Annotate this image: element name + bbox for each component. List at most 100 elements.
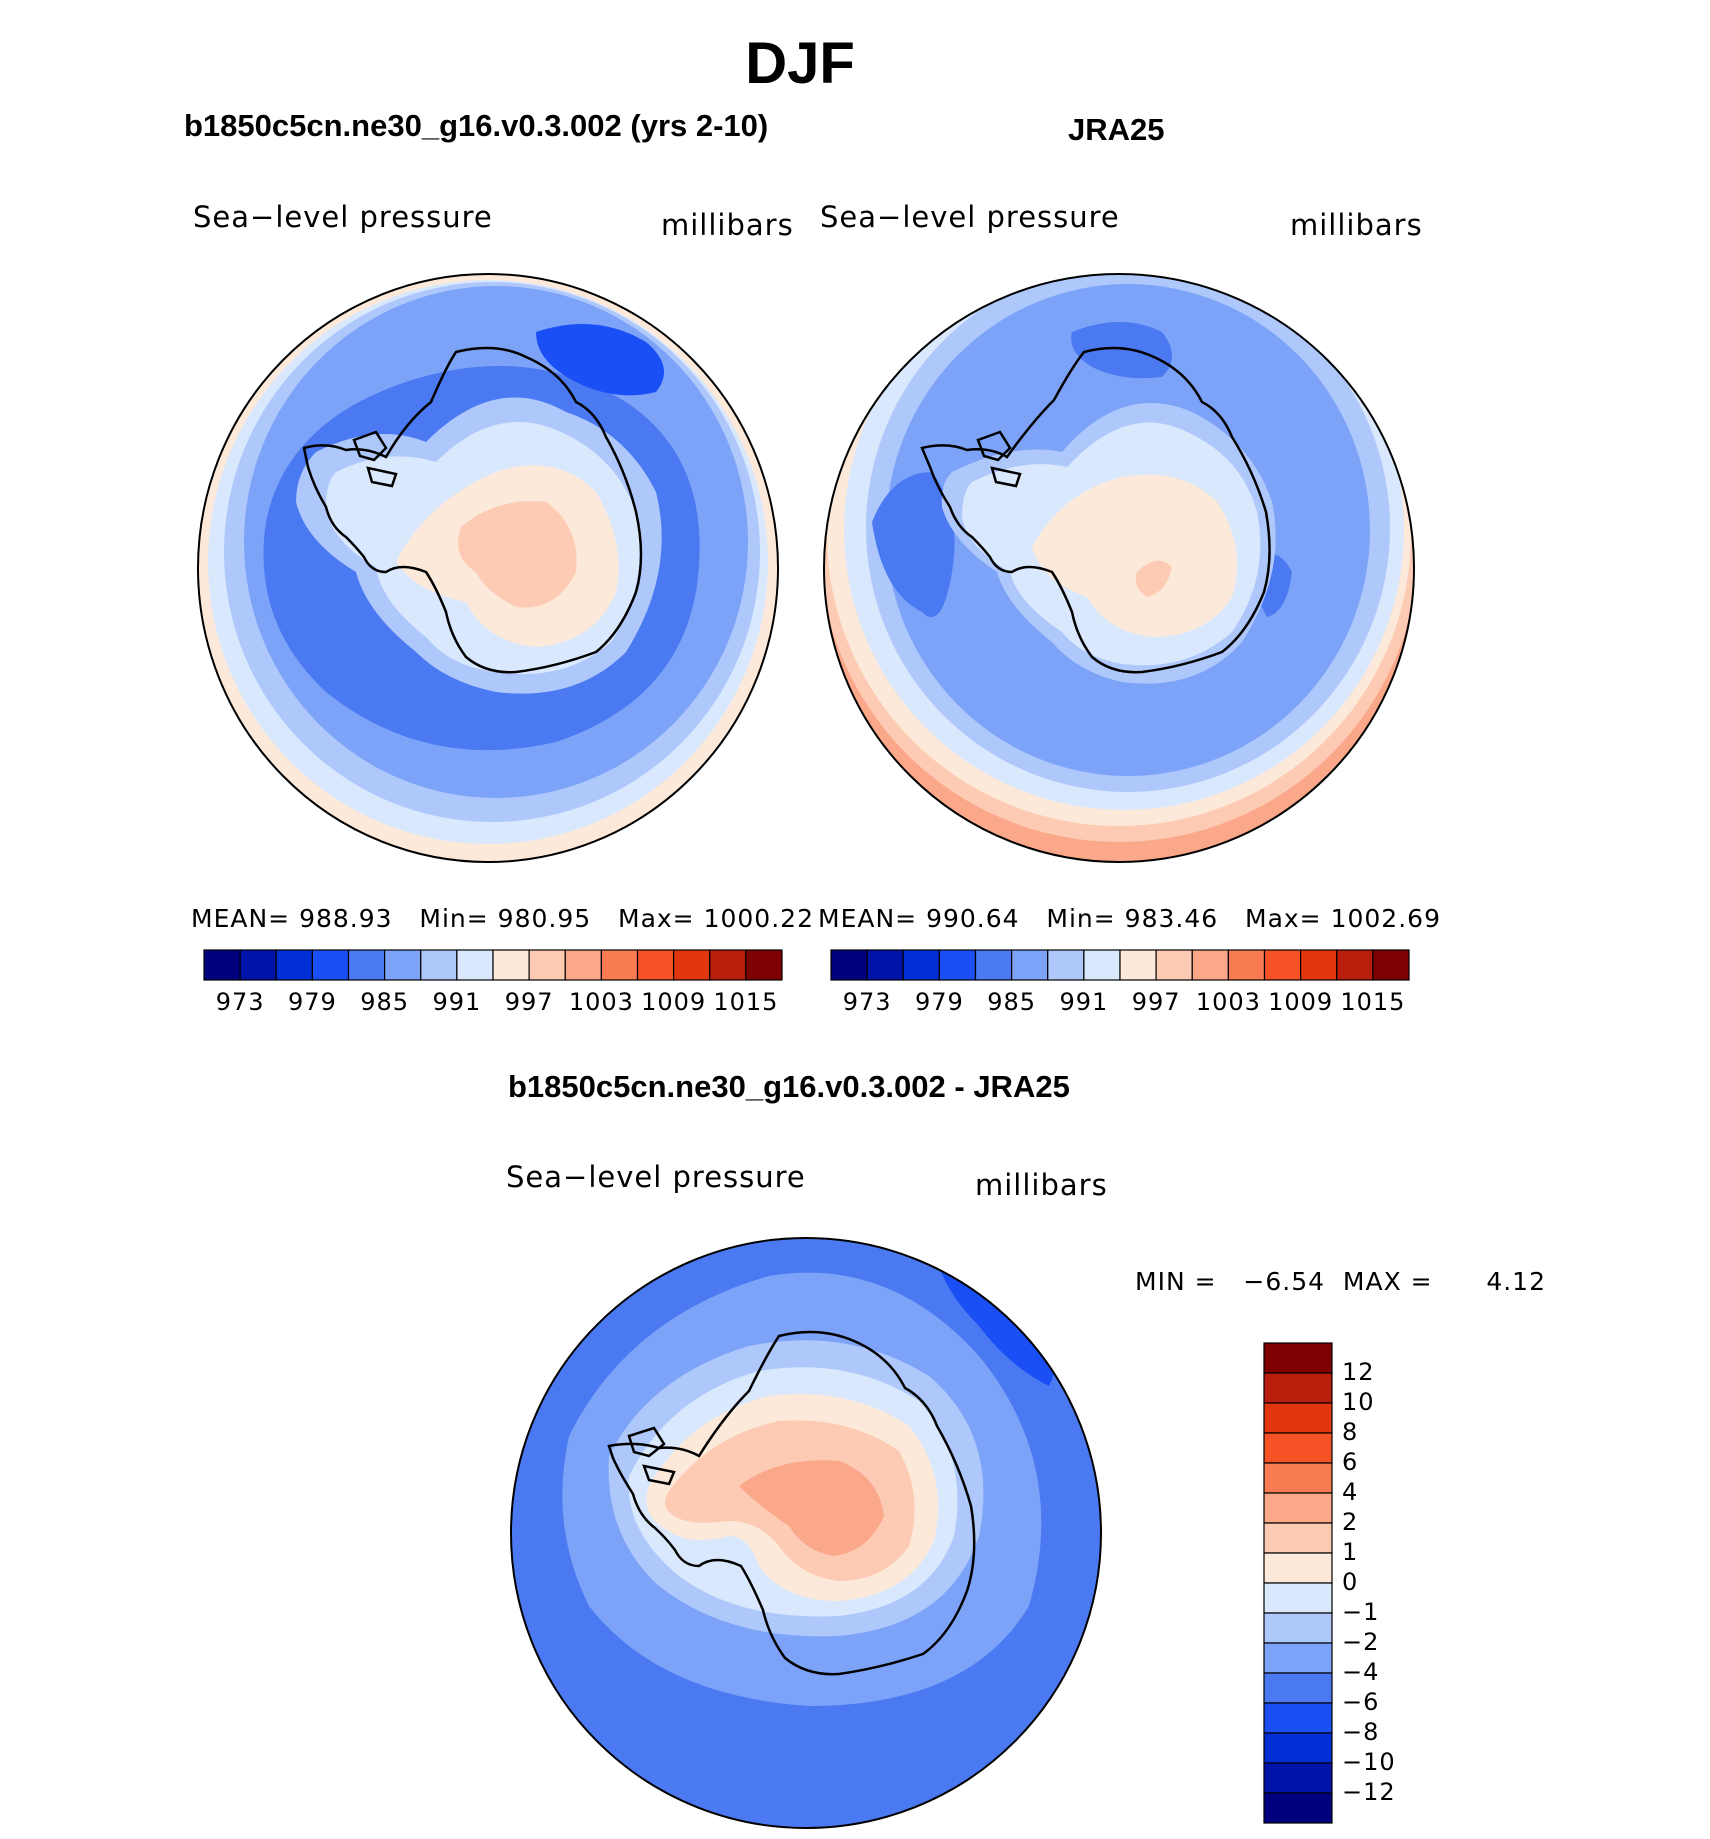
- colorbar-level-label: −12: [1342, 1778, 1396, 1806]
- colorbar-level-label: 10: [1342, 1388, 1375, 1416]
- colorbar-level-label: −6: [1342, 1688, 1380, 1716]
- colorbar-swatch: [1336, 949, 1374, 981]
- colorbar-swatch: [1263, 1612, 1333, 1644]
- colorbar-swatch: [492, 949, 530, 981]
- colorbar-level-label: 1: [1342, 1538, 1359, 1566]
- colorbar-swatch: [1083, 949, 1121, 981]
- colorbar-swatch: [866, 949, 904, 981]
- colorbar-tick-label: 985: [360, 988, 410, 1016]
- units-label-model: millibars: [661, 208, 794, 242]
- colorbar-swatch: [1263, 949, 1302, 981]
- colorbar-tick-label: 997: [504, 988, 554, 1016]
- colorbar-swatch: [673, 949, 711, 981]
- colorbar-obs: [830, 949, 1410, 981]
- variable-label-model: Sea−level pressure: [193, 200, 493, 234]
- colorbar-swatch: [1119, 949, 1157, 981]
- stats-model: MEAN= 988.93 Min= 980.95 Max= 1000.22: [191, 904, 814, 933]
- colorbar-swatch: [528, 949, 566, 981]
- colorbar-swatch: [1263, 1492, 1333, 1524]
- colorbar-swatch: [420, 949, 458, 981]
- colorbar-model: [203, 949, 783, 981]
- variable-label-diff: Sea−level pressure: [506, 1160, 806, 1194]
- colorbar-swatch: [938, 949, 977, 981]
- colorbar-level-label: −10: [1342, 1748, 1396, 1776]
- colorbar-swatch: [1263, 1792, 1333, 1824]
- colorbar-swatch: [1263, 1522, 1333, 1554]
- max-label: Max=: [618, 904, 695, 933]
- map-obs-slp: [823, 273, 1415, 863]
- panel-title-diff: b1850c5cn.ne30_g16.v0.3.002 - JRA25: [508, 1069, 1070, 1104]
- colorbar-swatch: [1263, 1372, 1333, 1404]
- colorbar-level-label: 12: [1342, 1358, 1375, 1386]
- max-label: MAX =: [1342, 1267, 1433, 1296]
- main-title: DJF: [745, 31, 855, 96]
- colorbar-swatch: [239, 949, 277, 981]
- mean-value: 988.93: [299, 904, 393, 933]
- min-value: −6.54: [1243, 1267, 1326, 1296]
- colorbar-swatch: [1047, 949, 1085, 981]
- min-label: Min=: [1046, 904, 1116, 933]
- colorbar-swatch: [564, 949, 602, 981]
- colorbar-swatch: [1263, 1462, 1333, 1494]
- colorbar-tick-label: 991: [432, 988, 482, 1016]
- colorbar-swatch: [1227, 949, 1266, 981]
- units-label-obs: millibars: [1290, 208, 1423, 242]
- mean-label: MEAN=: [818, 904, 918, 933]
- colorbar-level-label: −1: [1342, 1598, 1380, 1626]
- colorbar-swatch: [1263, 1582, 1333, 1614]
- max-value: 1002.69: [1330, 904, 1441, 933]
- map-model-slp: [197, 273, 779, 863]
- colorbar-level-label: 4: [1342, 1478, 1359, 1506]
- colorbar-swatch: [384, 949, 422, 981]
- colorbar-tick-label: 1015: [713, 988, 779, 1016]
- colorbar-tick-label: 985: [987, 988, 1037, 1016]
- colorbar-swatch: [1263, 1402, 1333, 1434]
- colorbar-tick-label: 1009: [1268, 988, 1334, 1016]
- colorbar-swatch: [1372, 949, 1410, 981]
- min-label: MIN =: [1135, 1267, 1217, 1296]
- colorbar-tick-label: 1009: [641, 988, 707, 1016]
- colorbar-tick-label: 979: [914, 988, 964, 1016]
- colorbar-swatch: [830, 949, 868, 981]
- colorbar-swatch: [745, 949, 783, 981]
- colorbar-swatch: [1263, 1642, 1333, 1674]
- colorbar-tick-label: 1015: [1340, 988, 1406, 1016]
- colorbar-swatch: [1191, 949, 1229, 981]
- min-label: Min=: [419, 904, 489, 933]
- colorbar-swatch: [1263, 1732, 1333, 1764]
- colorbar-tick-label: 991: [1059, 988, 1109, 1016]
- colorbar-swatch: [311, 949, 350, 981]
- min-value: 980.95: [497, 904, 592, 933]
- max-value: 4.12: [1486, 1267, 1546, 1296]
- colorbar-tick-label: 973: [215, 988, 265, 1016]
- colorbar-level-label: 8: [1342, 1418, 1359, 1446]
- colorbar-swatch: [1263, 1432, 1333, 1464]
- mean-value: 990.64: [926, 904, 1020, 933]
- colorbar-swatch: [347, 949, 386, 981]
- colorbar-level-label: 0: [1342, 1568, 1359, 1596]
- panel-title-obs: JRA25: [1068, 112, 1165, 147]
- colorbar-swatch: [1263, 1342, 1333, 1374]
- colorbar-swatch: [1300, 949, 1338, 981]
- stats-diff: MIN = −6.54 MAX = 4.12: [1135, 1267, 1546, 1296]
- colorbar-swatch: [709, 949, 747, 981]
- colorbar-level-label: 6: [1342, 1448, 1359, 1476]
- colorbar-swatch: [1263, 1672, 1333, 1704]
- min-value: 983.46: [1124, 904, 1219, 933]
- colorbar-swatch: [600, 949, 639, 981]
- max-label: Max=: [1245, 904, 1322, 933]
- colorbar-tick-label: 979: [287, 988, 337, 1016]
- map-diff-slp: [510, 1237, 1102, 1829]
- colorbar-swatch: [1263, 1702, 1333, 1734]
- colorbar-swatch: [275, 949, 313, 981]
- colorbar-swatch: [1263, 1762, 1333, 1794]
- colorbar-swatch: [1155, 949, 1193, 981]
- colorbar-swatch: [902, 949, 940, 981]
- colorbar-tick-label: 1003: [1195, 988, 1261, 1016]
- panel-title-model: b1850c5cn.ne30_g16.v0.3.002 (yrs 2-10): [184, 108, 769, 143]
- colorbar-swatch: [203, 949, 241, 981]
- max-value: 1000.22: [703, 904, 814, 933]
- colorbar-swatch: [456, 949, 494, 981]
- colorbar-swatch: [636, 949, 675, 981]
- colorbar-level-label: 2: [1342, 1508, 1359, 1536]
